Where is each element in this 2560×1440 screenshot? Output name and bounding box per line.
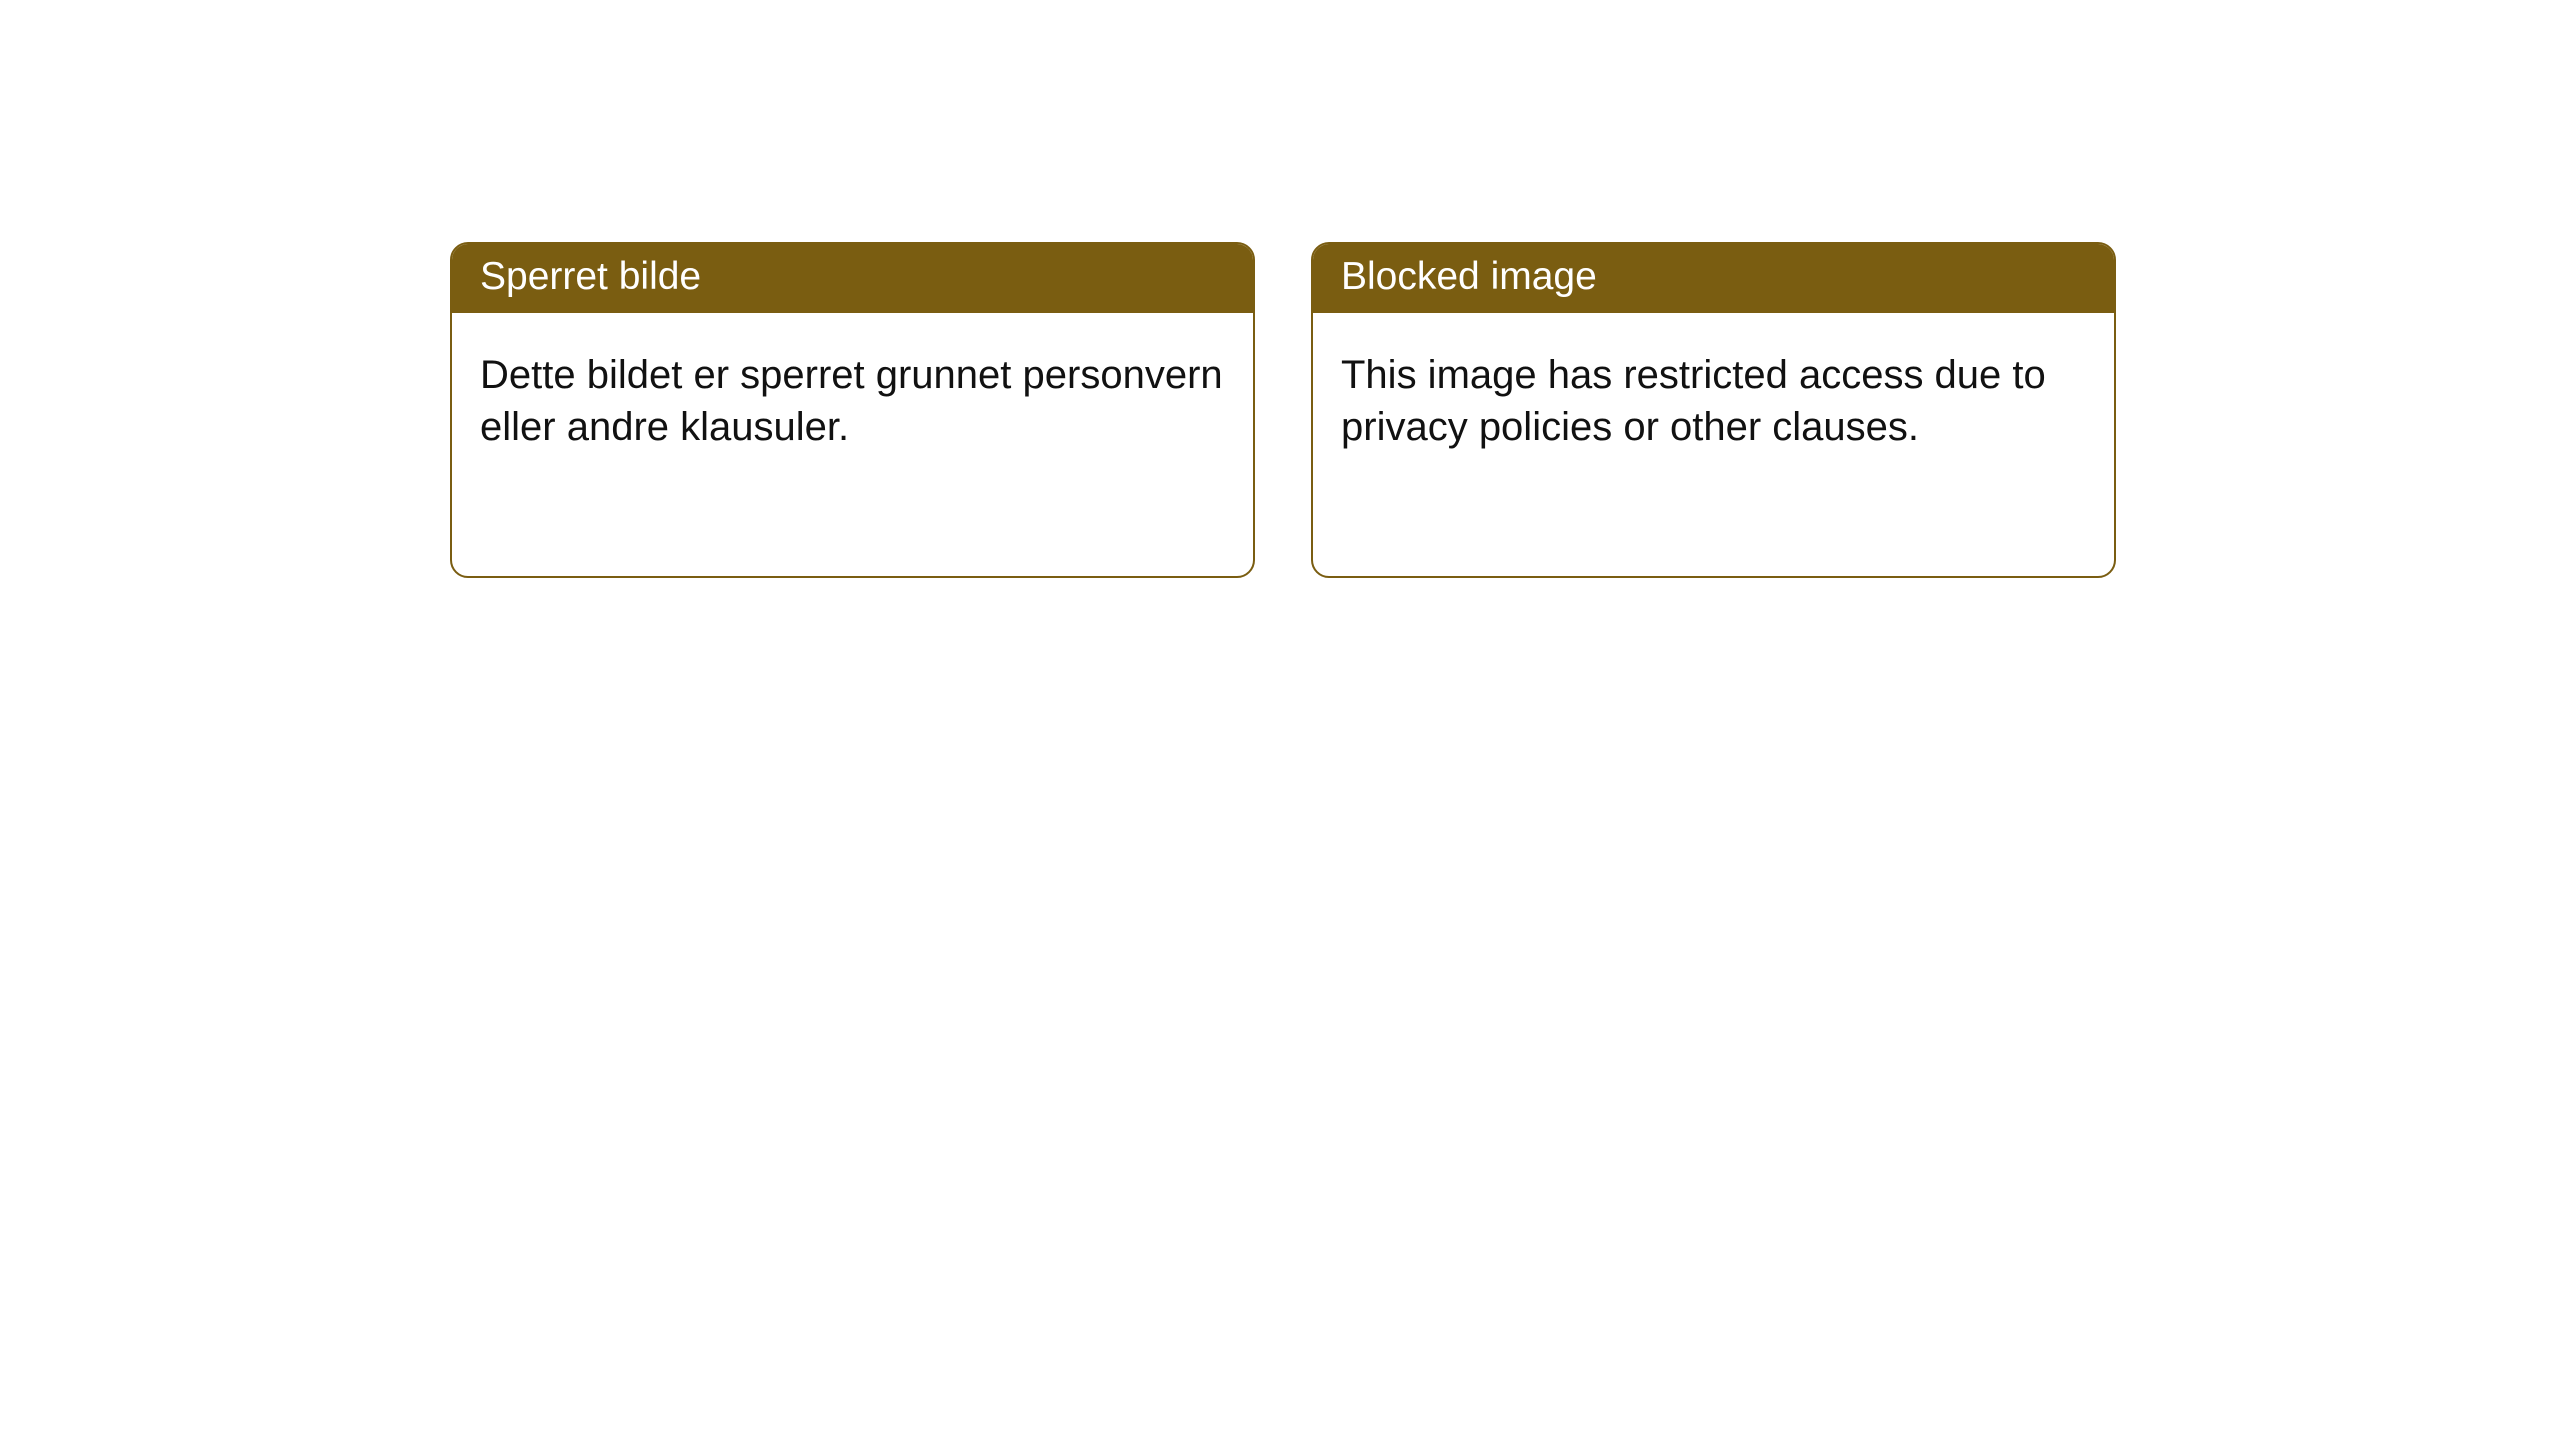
notice-body-english: This image has restricted access due to … xyxy=(1313,313,2114,481)
notice-header-norwegian: Sperret bilde xyxy=(452,244,1253,313)
notice-card-english: Blocked image This image has restricted … xyxy=(1311,242,2116,578)
notice-header-english: Blocked image xyxy=(1313,244,2114,313)
notice-card-norwegian: Sperret bilde Dette bildet er sperret gr… xyxy=(450,242,1255,578)
notice-body-norwegian: Dette bildet er sperret grunnet personve… xyxy=(452,313,1253,481)
notice-container: Sperret bilde Dette bildet er sperret gr… xyxy=(0,0,2560,578)
